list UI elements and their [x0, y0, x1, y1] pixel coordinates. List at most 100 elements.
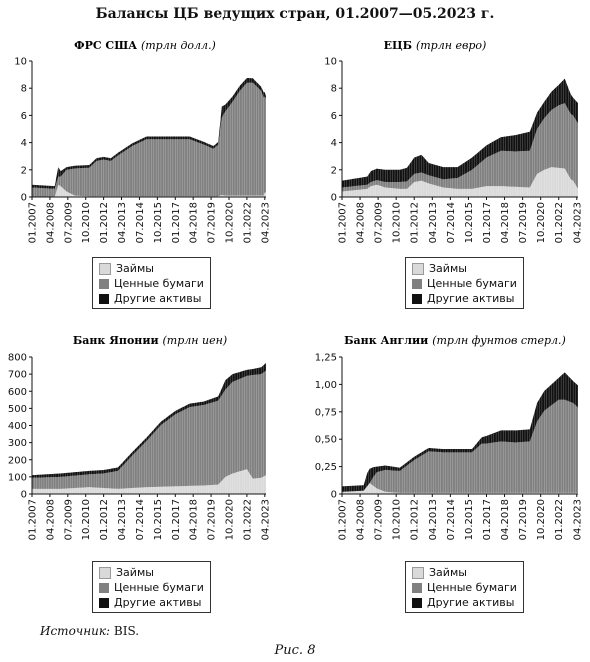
x-tick-label: 01.2012 [410, 202, 421, 243]
x-tick-label: 10.2015 [153, 202, 164, 243]
legend-label: Другие активы [114, 596, 202, 609]
x-tick-label: 10.2015 [464, 202, 475, 243]
y-tick-label: 4 [331, 138, 337, 149]
x-tick-label: 04.2008 [45, 202, 56, 243]
page-title: Балансы ЦБ ведущих стран, 01.2007—05.202… [95, 6, 495, 22]
legend-swatch [99, 582, 109, 593]
y-tick-label: 0,50 [315, 435, 337, 446]
x-tick-label: 07.2009 [374, 499, 385, 540]
legend-label: Другие активы [427, 292, 515, 305]
y-tick-label: 2 [331, 165, 337, 176]
legend-item-securities: Ценные бумаги [99, 276, 204, 291]
y-tick-label: 10 [324, 57, 337, 68]
x-tick-label: 01.2017 [171, 499, 182, 540]
x-tick-label: 04.2018 [500, 499, 511, 540]
series-area-other [32, 362, 266, 478]
x-tick-label: 01.2012 [99, 202, 110, 243]
legend-swatch [99, 278, 109, 289]
x-tick-label: 01.2022 [554, 499, 565, 540]
legend-swatch [412, 278, 422, 289]
x-tick-label: 04.2018 [189, 202, 200, 243]
x-tick-label: 01.2012 [410, 499, 421, 540]
x-tick-label: 07.2019 [518, 499, 529, 540]
y-tick-label: 6 [331, 111, 337, 122]
x-tick-label: 01.2022 [554, 202, 565, 243]
x-tick-label: 04.2023 [260, 202, 271, 243]
legend-item-loans: Займы [99, 565, 204, 580]
series-area-securities [32, 370, 266, 489]
x-tick-label: 07.2014 [135, 202, 146, 243]
chart-boj: Банк Японии (трлн иен) 0 100 200 300 400 500 6… [8, 334, 271, 540]
legend-item-other: Другие активы [412, 291, 517, 306]
legend-swatch [99, 597, 109, 608]
y-tick-label: 8 [331, 84, 337, 95]
x-tick-label: 10.2015 [464, 499, 475, 540]
legend-item-other: Другие активы [99, 595, 204, 610]
y-tick-label: 4 [21, 138, 27, 149]
legend-swatch [99, 262, 111, 275]
x-tick-label: 01.2022 [242, 499, 253, 540]
legend-ecb: Займы Ценные бумаги Другие активы [405, 257, 524, 309]
series-area-loans [342, 167, 578, 197]
legend-label: Займы [116, 262, 154, 275]
legend-item-loans: Займы [99, 261, 204, 276]
legend-item-other: Другие активы [412, 595, 517, 610]
x-tick-label: 04.2018 [500, 202, 511, 243]
legend-label: Ценные бумаги [114, 581, 204, 594]
legend-item-securities: Ценные бумаги [412, 580, 517, 595]
x-tick-label: 01.2007 [28, 202, 39, 243]
x-tick-label: 04.2018 [189, 499, 200, 540]
legend-swatch [99, 566, 111, 579]
x-tick-label: 10.2010 [392, 202, 403, 243]
series-area-other [342, 372, 578, 492]
x-tick-label: 04.2008 [356, 202, 367, 243]
x-tick-label: 04.2008 [45, 499, 56, 540]
x-tick-label: 07.2019 [518, 202, 529, 243]
x-tick-label: 07.2019 [207, 202, 218, 243]
x-tick-label: 10.2010 [392, 499, 403, 540]
x-tick-label: 07.2014 [135, 499, 146, 540]
x-tick-label: 07.2009 [374, 202, 385, 243]
x-tick-label: 04.2023 [572, 499, 583, 540]
chart-ecb: ЕЦБ (трлн евро) 0 2 4 6 8 10 01.2007 04.2008 07.… [324, 39, 583, 243]
legend-swatch [412, 566, 424, 579]
y-tick-label: 300 [8, 438, 27, 449]
x-tick-label: 04.2008 [356, 499, 367, 540]
x-tick-label: 04.2023 [572, 202, 583, 243]
x-tick-label: 04.2013 [428, 202, 439, 243]
x-tick-label: 01.2022 [242, 202, 253, 243]
y-tick-label: 400 [8, 421, 27, 432]
legend-label: Ценные бумаги [114, 277, 204, 290]
legend-item-other: Другие активы [99, 291, 204, 306]
x-tick-label: 10.2020 [536, 499, 547, 540]
x-tick-label: 01.2012 [99, 499, 110, 540]
chart-boe: Банк Англии (трлн фунтов стерл.) 0 0,25 0,… [315, 334, 584, 540]
x-tick-label: 01.2017 [482, 499, 493, 540]
y-tick-label: 200 [8, 455, 27, 466]
y-tick-label: 500 [8, 404, 27, 415]
x-tick-label: 07.2014 [446, 202, 457, 243]
y-tick-label: 700 [8, 370, 27, 381]
x-tick-label: 07.2014 [446, 499, 457, 540]
y-tick-label: 0 [21, 193, 27, 204]
series-area-loans [32, 184, 266, 197]
y-tick-label: 0,75 [315, 407, 337, 418]
y-tick-label: 0,25 [315, 462, 337, 473]
legend-item-loans: Займы [412, 261, 517, 276]
chart-fed: ФРС США (трлн долл.) 0 2 4 6 8 10 01.2007 04.20… [14, 39, 271, 243]
x-tick-label: 07.2019 [207, 499, 218, 540]
y-tick-label: 600 [8, 387, 27, 398]
legend-boj: Займы Ценные бумаги Другие активы [92, 561, 211, 613]
legend-item-securities: Ценные бумаги [412, 276, 517, 291]
y-tick-label: 10 [14, 57, 27, 68]
legend-label: Другие активы [114, 292, 202, 305]
x-tick-label: 04.2013 [428, 499, 439, 540]
legend-label: Займы [429, 566, 467, 579]
x-tick-label: 10.2010 [81, 202, 92, 243]
figure-caption: Рис. 8 [274, 643, 316, 658]
chart-title: ЕЦБ (трлн евро) [384, 39, 487, 52]
chart-title: Банк Японии (трлн иен) [73, 334, 227, 347]
legend-boe: Займы Ценные бумаги Другие активы [405, 561, 524, 613]
y-tick-label: 1,00 [315, 380, 337, 391]
chart-title: ФРС США (трлн долл.) [74, 39, 216, 52]
